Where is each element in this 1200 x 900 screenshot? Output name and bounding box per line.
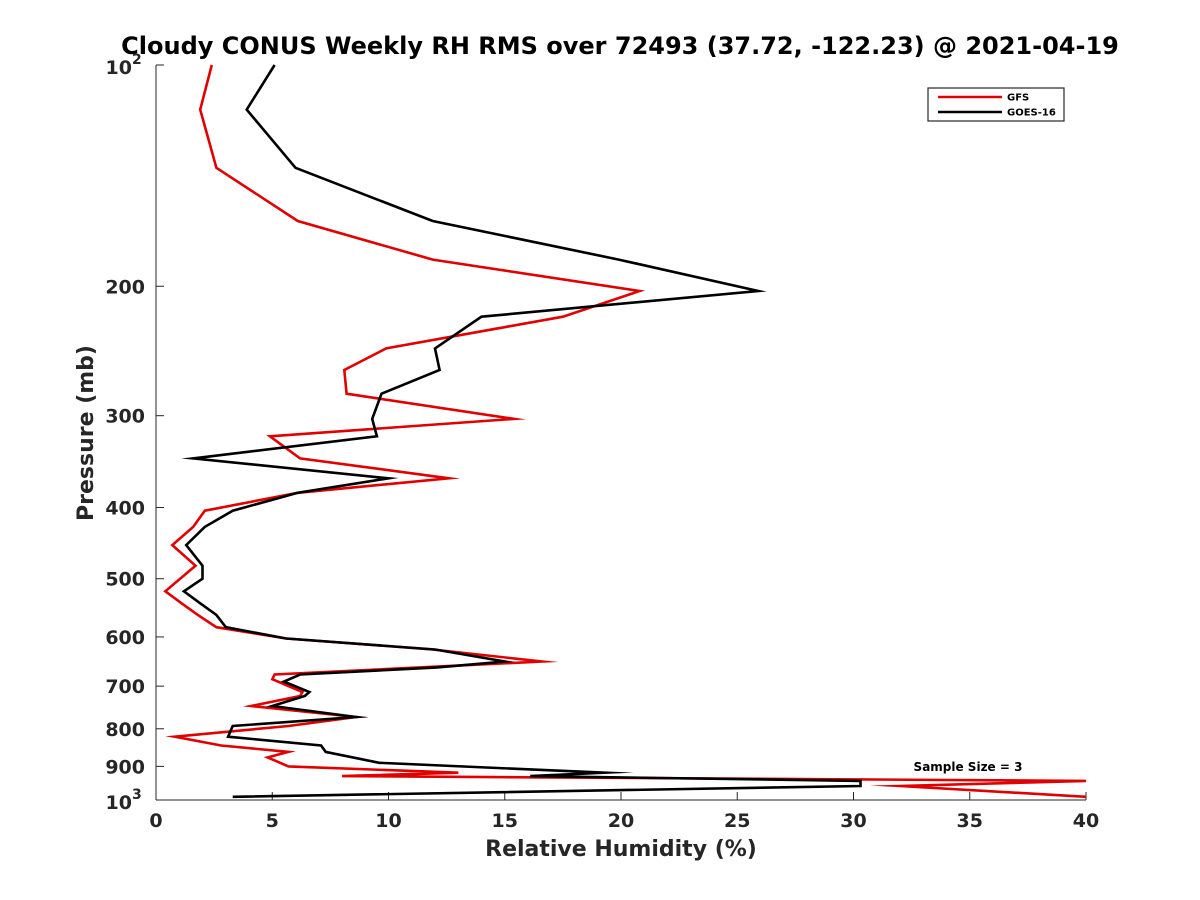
- series-line-gfs: [163, 64, 1087, 799]
- y-axis-label: Pressure (mb): [74, 345, 99, 521]
- series-line-goes-16: [181, 64, 862, 799]
- x-tick-label: 5: [266, 810, 279, 832]
- x-tick-label: 10: [375, 810, 401, 832]
- x-tick-label: 15: [492, 810, 518, 832]
- legend-box: [927, 87, 1065, 122]
- y-tick-label: 600: [105, 627, 145, 649]
- x-ticks: 0 5 10 15 20 25 30 35 40: [149, 792, 1099, 832]
- x-tick-label: 35: [957, 810, 983, 832]
- chart-title: Cloudy CONUS Weekly RH RMS over 72493 (3…: [121, 32, 1119, 60]
- y-tick-label: 800: [105, 719, 145, 741]
- y-tick-label-exponent: 3: [132, 787, 142, 803]
- x-tick-label: 25: [724, 810, 750, 832]
- x-tick-label: 20: [608, 810, 634, 832]
- y-tick-label: 500: [105, 569, 145, 591]
- y-tick-label-exponent: 2: [132, 52, 142, 68]
- x-tick-label: 0: [149, 810, 162, 832]
- sample-size-annotation: Sample Size = 3: [914, 760, 1023, 774]
- y-tick-label-base: 10: [106, 792, 132, 814]
- legend: GFS GOES-16: [927, 87, 1065, 122]
- x-tick-label: 30: [840, 810, 866, 832]
- y-tick-label: 300: [105, 406, 145, 428]
- series-lines: [163, 64, 1087, 799]
- y-tick-label: 900: [105, 756, 145, 778]
- x-axis-label: Relative Humidity (%): [485, 837, 757, 862]
- legend-label: GFS: [1007, 93, 1029, 104]
- y-tick-label: 400: [105, 498, 145, 520]
- y-tick-label: 200: [105, 276, 145, 298]
- x-tick-label: 40: [1073, 810, 1099, 832]
- y-tick-label: 700: [105, 676, 145, 698]
- legend-label: GOES-16: [1007, 108, 1056, 119]
- y-tick-label-base: 10: [106, 57, 132, 79]
